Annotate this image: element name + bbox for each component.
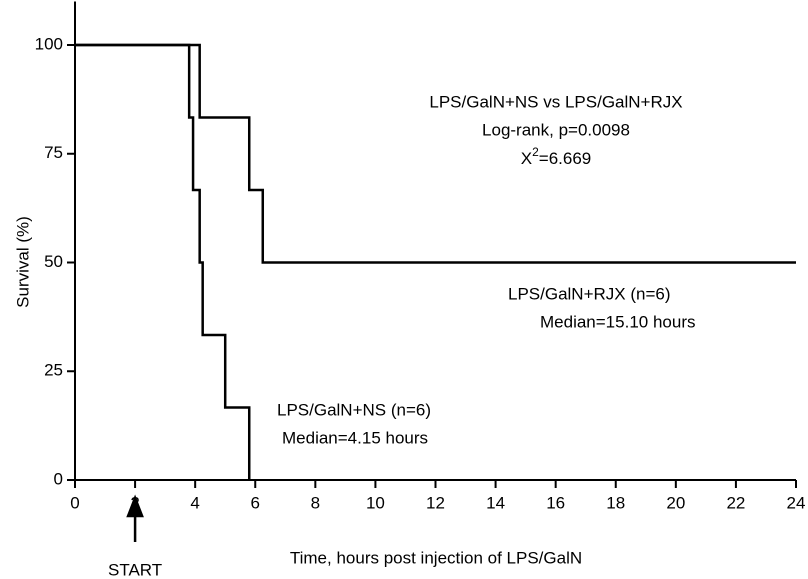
x-tick-label: 18 (606, 493, 625, 512)
x-tick-label: 8 (311, 493, 320, 512)
x-tick-label: 20 (666, 493, 685, 512)
x-tick-label: 4 (190, 493, 199, 512)
annotation: Median=4.15 hours (282, 428, 428, 447)
x-axis-label: Time, hours post injection of LPS/GalN (290, 548, 582, 567)
annotation: 2 (532, 145, 539, 159)
legend-label: LPS/GalN+NS (n=6) (277, 400, 431, 419)
annotation: Median=15.10 hours (540, 312, 695, 331)
x-tick-label: 24 (787, 493, 806, 512)
annotation: Log-rank, p=0.0098 (482, 120, 630, 139)
survival-curve (75, 43, 796, 264)
y-tick-label: 75 (44, 143, 63, 162)
start-label: START (108, 560, 162, 579)
x-tick-label: 6 (251, 493, 260, 512)
y-axis-label: Survival (%) (13, 216, 32, 308)
annotation: X2=6.669 (521, 145, 592, 168)
x-tick-label: 0 (70, 493, 79, 512)
x-tick-label: 22 (726, 493, 745, 512)
annotation: =6.669 (539, 149, 591, 168)
x-tick-label: 16 (546, 493, 565, 512)
legend-label: LPS/GalN+RJX (n=6) (508, 284, 671, 303)
y-tick-label: 0 (54, 469, 63, 488)
survival-curve (75, 43, 251, 480)
y-tick-label: 50 (44, 252, 63, 271)
x-tick-label: 14 (486, 493, 505, 512)
x-tick-label: 10 (366, 493, 385, 512)
annotation: X (521, 149, 532, 168)
start-arrow (126, 494, 144, 542)
annotation: LPS/GalN+NS vs LPS/GalN+RJX (429, 92, 682, 111)
y-tick-label: 100 (35, 34, 63, 53)
y-tick-label: 25 (44, 361, 63, 380)
x-tick-label: 12 (426, 493, 445, 512)
